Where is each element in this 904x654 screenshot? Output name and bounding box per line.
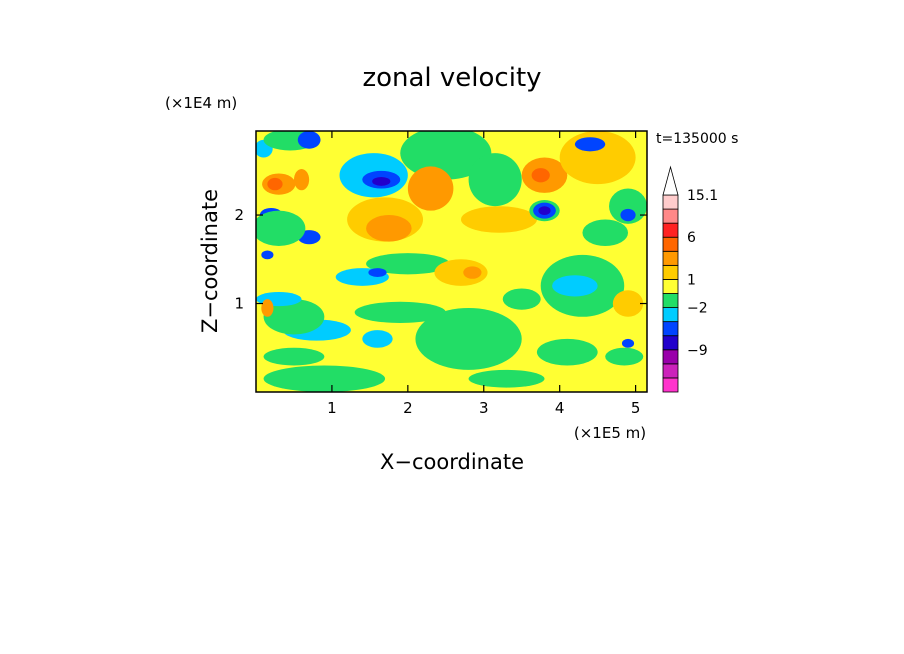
colorbar-level-6 [662,293,679,308]
colorbar-level-7 [662,279,679,294]
contour-patch-43 [468,369,545,388]
contour-patch-16 [407,166,454,211]
x-tick-label-1: 2 [403,399,413,417]
contour-patch-20 [531,168,550,183]
plot-frame [255,130,648,393]
contour-field [256,131,647,392]
contour-patch-17 [468,153,522,207]
colorbar-level-13 [662,194,679,210]
y-multiplier-label: (×1E4 m) [165,94,237,112]
y-axis: 12 [234,206,647,313]
x-tick-label-3: 4 [555,399,565,417]
colorbar-level-11 [662,222,679,238]
contour-patch-38 [263,299,325,335]
contour-patch-31 [368,268,387,277]
colorbar-label-7: 1 [687,272,696,288]
x-tick-label-4: 5 [631,399,641,417]
contour-patch-9 [256,210,306,247]
colorbar-level-2 [662,349,679,365]
colorbar-level-12 [662,208,679,224]
colorbar: −9 −2 1 6 15.1 [662,165,718,393]
chart-title: zonal velocity [362,63,541,93]
colorbar-level-5 [662,307,679,323]
contour-patch-36 [362,330,393,348]
contour-patch-29 [366,253,450,275]
contour-patch-32 [434,259,488,286]
colorbar-level-1 [662,363,679,379]
contour-patch-4 [267,177,283,191]
contour-patch-46 [612,290,644,317]
colorbar-level-8 [662,264,679,280]
colorbar-label-10: 6 [687,230,696,246]
contour-patch-2 [297,131,321,149]
contour-patch-50 [502,288,541,310]
contour-patch-47 [536,338,598,366]
x-multiplier-label: (×1E5 m) [574,424,646,442]
contour-patch-25 [574,137,606,152]
contour-patch-14 [366,215,412,242]
x-tick-label-2: 3 [479,399,489,417]
contour-patch-5 [293,169,310,191]
contour-patch-42 [263,365,386,392]
colorbar-label-5: −2 [687,301,708,317]
contour-patch-12 [372,177,391,186]
contour-patches [256,131,647,392]
x-tick-label-0: 1 [327,399,337,417]
contour-patch-26 [609,188,647,224]
contour-patch-18 [460,206,537,233]
colorbar-level-10 [662,236,679,252]
contour-patch-49 [621,338,635,348]
colorbar-level-3 [662,335,679,351]
contour-patch-8 [261,250,274,260]
contour-patch-27 [620,208,636,222]
colorbar-extend-arrow [662,165,679,196]
contour-patch-41 [263,347,325,366]
x-axis: 1 2 3 4 5 [327,131,640,417]
time-label: t=135000 s [656,131,738,147]
contour-patch-45 [552,275,598,297]
contour-patch-34 [415,307,522,370]
contour-patch-23 [538,206,551,216]
colorbar-level-4 [662,321,679,337]
y-tick-label-1: 2 [234,206,244,224]
contour-patch-33 [463,266,482,279]
colorbar-level-0 [662,377,679,393]
contour-patch-15 [400,131,492,180]
colorbar-level-9 [662,250,679,266]
contour-patch-28 [582,219,629,247]
contour-patch-48 [605,347,644,366]
y-axis-label: Z−coordinate [198,189,222,333]
colorbar-label-2: −9 [687,343,708,359]
x-axis-label: X−coordinate [380,450,524,474]
contour-patch-35 [354,301,446,323]
y-tick-label-0: 1 [234,295,244,313]
contour-patch-40 [261,299,274,317]
colorbar-label-13: 15.1 [687,188,718,204]
